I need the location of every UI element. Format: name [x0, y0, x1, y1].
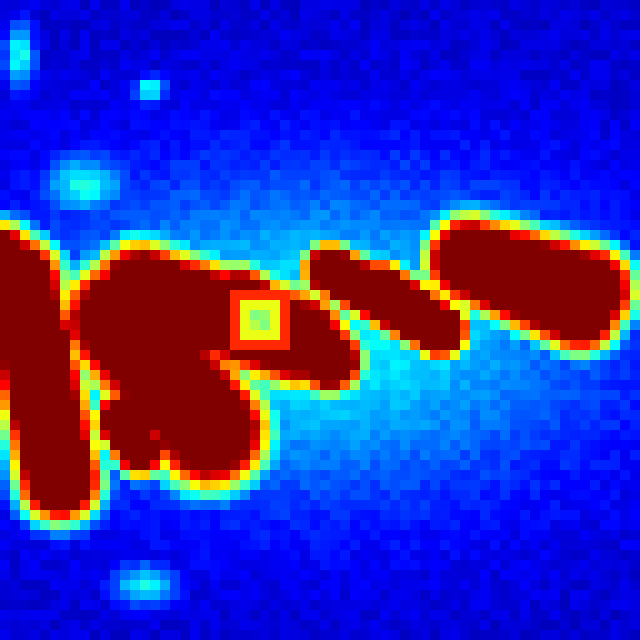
- image-viewer: [0, 0, 640, 640]
- heatmap-image: [0, 0, 640, 640]
